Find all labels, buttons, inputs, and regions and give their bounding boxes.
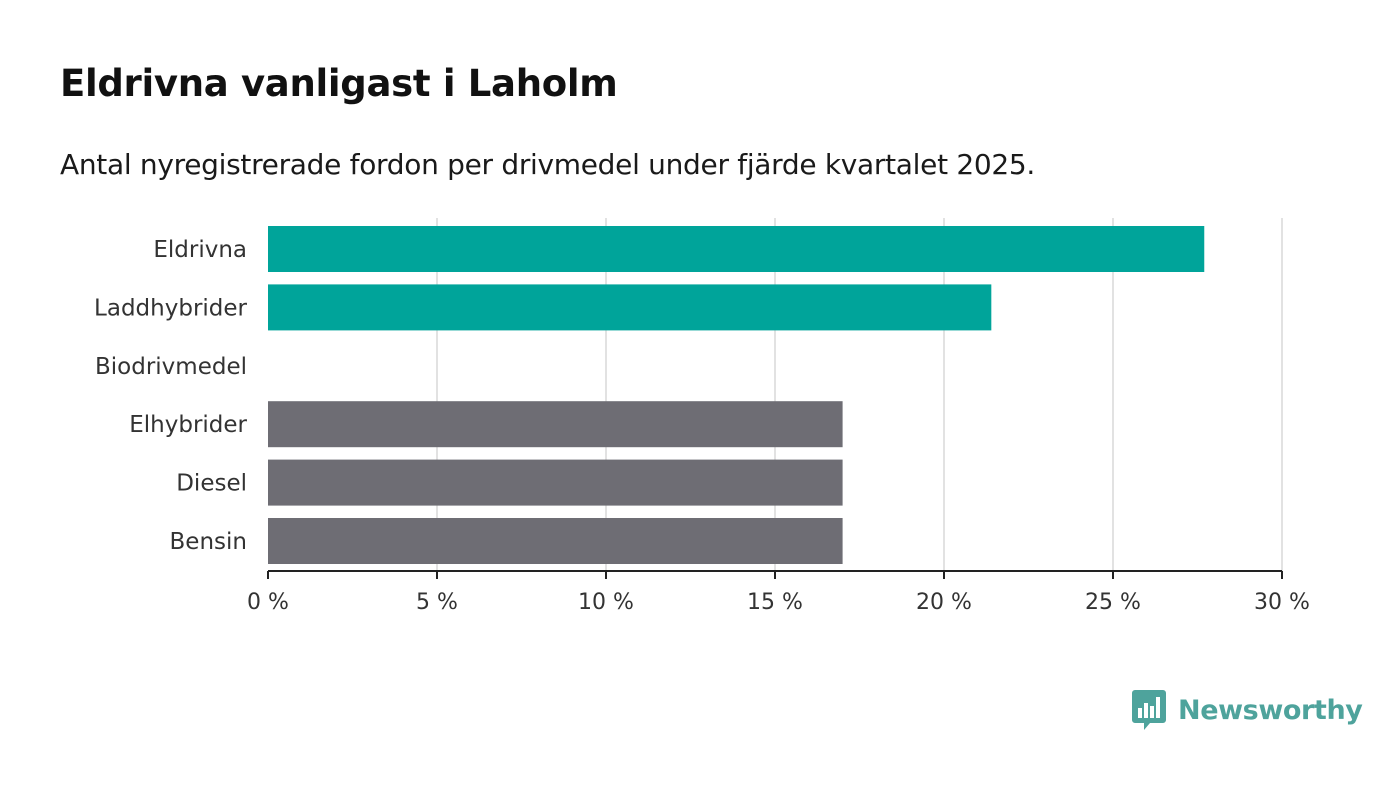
bar-diesel — [268, 459, 843, 506]
chart-title: Eldrivna vanligast i Laholm — [60, 62, 618, 105]
bar-eldrivna — [268, 226, 1205, 272]
brand-name: Newsworthy — [1178, 694, 1363, 726]
bar-bensin — [268, 518, 843, 564]
brand-logo: Newsworthy — [1132, 690, 1363, 730]
x-tick-label-2: 10 % — [578, 590, 634, 615]
chart-subtitle: Antal nyregistrerade fordon per drivmede… — [60, 148, 1036, 181]
x-axis: 0 % 5 % 10 % 15 % 20 % 25 % 30 % — [247, 570, 1310, 615]
x-tick-label-5: 25 % — [1085, 590, 1141, 615]
x-tick-label-4: 20 % — [916, 590, 972, 615]
category-label-laddhybrider: Laddhybrider — [94, 295, 247, 321]
bars — [268, 226, 1205, 564]
category-labels: Eldrivna Laddhybrider Biodrivmedel Elhybrid… — [94, 237, 247, 555]
bar-laddhybrider — [268, 284, 992, 331]
newsworthy-bar-chart-icon — [1132, 690, 1166, 730]
category-label-elhybrider: Elhybrider — [129, 412, 247, 438]
bar-elhybrider — [268, 401, 843, 448]
x-tick-label-3: 15 % — [747, 590, 803, 615]
category-label-diesel: Diesel — [176, 471, 247, 497]
x-tick-label-6: 30 % — [1254, 590, 1310, 615]
category-label-bensin: Bensin — [170, 529, 247, 555]
x-tick-label-1: 5 % — [416, 590, 458, 615]
category-label-eldrivna: Eldrivna — [153, 237, 247, 263]
category-label-biodrivmedel: Biodrivmedel — [95, 354, 247, 380]
grid-lines — [436, 218, 1283, 571]
x-tick-label-0: 0 % — [247, 590, 289, 615]
